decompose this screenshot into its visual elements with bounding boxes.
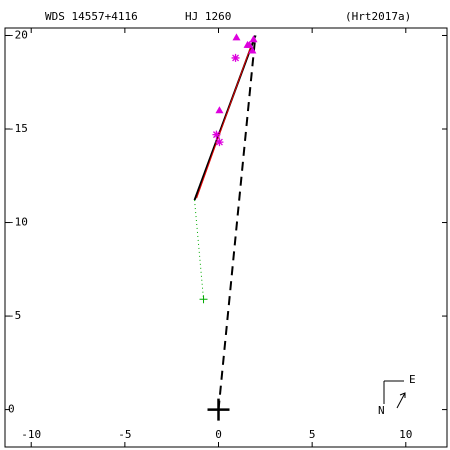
y-tick-label: -15 (8, 122, 28, 135)
y-tick-label: -10 (8, 216, 28, 229)
compass: E N (378, 373, 416, 417)
observation-point (215, 138, 224, 147)
orbit-line (194, 200, 205, 300)
observation-point (215, 106, 224, 114)
observation-point (212, 130, 221, 139)
orbit-line (217, 35, 257, 410)
y-tick-label: -20 (8, 28, 28, 41)
x-tick-label: 5 (309, 428, 316, 441)
y-tick-label: -5 (8, 309, 21, 322)
observation-point (231, 53, 240, 62)
observation-point (207, 398, 230, 421)
reference: (Hrt2017a) (345, 10, 411, 23)
x-tick-label: 10 (399, 428, 412, 441)
x-tick-label: -10 (21, 428, 41, 441)
compass-north: N (378, 404, 385, 417)
y-tick-label: 0 (8, 403, 15, 416)
observation-point (232, 33, 241, 41)
observation-point (243, 40, 252, 48)
orbit-line (196, 44, 252, 199)
chart-title: WDS 14557+4116 (45, 10, 138, 23)
observation-point (249, 35, 258, 43)
observation-point (248, 46, 257, 54)
observation-point (199, 295, 208, 304)
chart-subtitle: HJ 1260 (185, 10, 231, 23)
plot-frame (4, 27, 448, 448)
compass-east: E (409, 373, 416, 386)
x-tick-label: 0 (215, 428, 222, 441)
x-tick-label: -5 (118, 428, 131, 441)
